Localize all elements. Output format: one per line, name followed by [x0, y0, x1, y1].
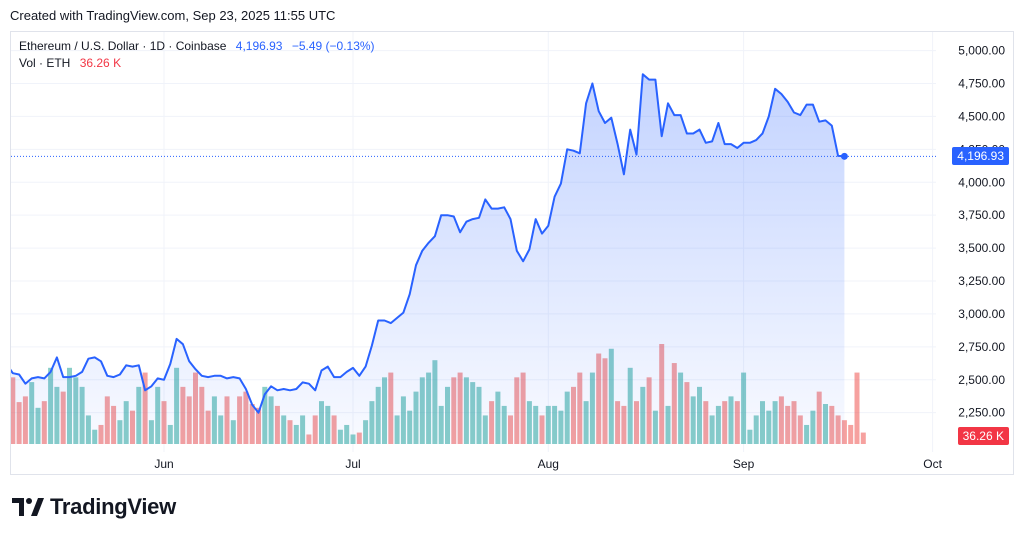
tradingview-logo-icon [12, 498, 44, 516]
volume-bar [860, 432, 866, 444]
price-chart[interactable]: 2,250.00 2,500.00 2,750.00 3,000.00 3,250.00… [11, 32, 1014, 475]
y-tick-label: 3,250.00 [958, 274, 1005, 288]
tradingview-wordmark: TradingView [50, 494, 176, 519]
y-tick-label: 5,000.00 [958, 44, 1005, 58]
volume-value: 36.26 K [79, 56, 122, 70]
volume-bar [854, 372, 860, 444]
symbol-title[interactable]: Ethereum / U.S. Dollar · 1D · Coinbase [19, 39, 227, 53]
y-tick-label: 3,000.00 [958, 307, 1005, 321]
y-tick-label: 2,250.00 [958, 406, 1005, 420]
price-area [11, 74, 845, 444]
last-price-value: 4,196.93 [235, 39, 283, 53]
volume-bar [848, 424, 854, 444]
tradingview-logo[interactable]: TradingView [12, 494, 176, 520]
volume-label[interactable]: Vol · ETH [19, 56, 71, 70]
y-tick-label: 4,750.00 [958, 77, 1005, 91]
last-price-dot [840, 152, 848, 160]
y-tick-label: 2,750.00 [958, 340, 1005, 354]
x-tick-label: Jun [154, 457, 173, 471]
x-tick-label: Aug [538, 457, 559, 471]
x-tick-label: Sep [733, 457, 755, 471]
y-tick-label: 4,000.00 [958, 175, 1005, 189]
y-tick-label: 3,750.00 [958, 208, 1005, 222]
y-tick-label: 3,500.00 [958, 241, 1005, 255]
y-tick-label: 4,500.00 [958, 109, 1005, 123]
price-change-value: −5.49 (−0.13%) [291, 39, 375, 53]
x-tick-label: Oct [923, 457, 942, 471]
chart-legend: Ethereum / U.S. Dollar · 1D · Coinbase 4… [19, 38, 375, 72]
y-tick-label: 2,500.00 [958, 373, 1005, 387]
volume-badge: 36.26 K [957, 427, 1009, 445]
chart-panel[interactable]: 2,250.00 2,500.00 2,750.00 3,000.00 3,250.00… [10, 31, 1014, 475]
x-tick-label: Jul [345, 457, 360, 471]
chart-caption: Created with TradingView.com, Sep 23, 20… [10, 8, 336, 23]
price-line [11, 73, 845, 414]
last-price-badge: 4,196.93 [952, 147, 1009, 166]
